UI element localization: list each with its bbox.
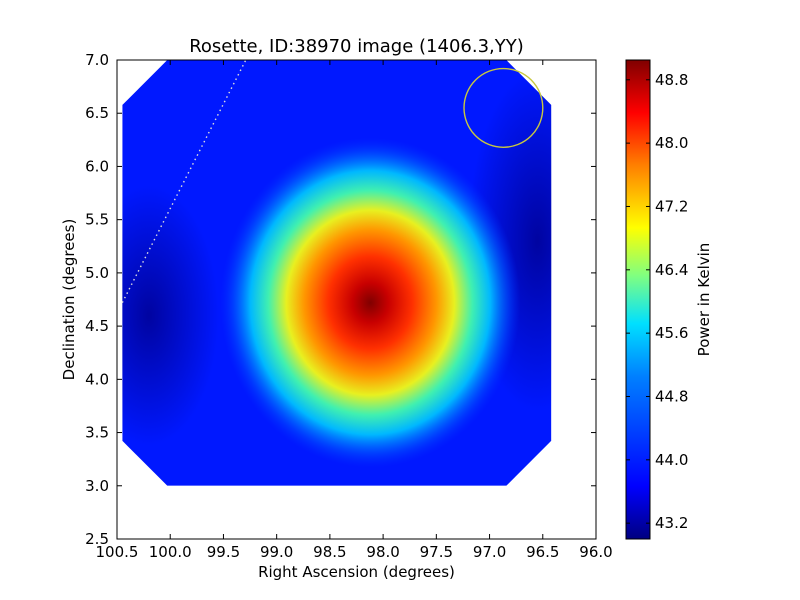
y-tick-label: 6.5 xyxy=(85,104,109,122)
colorbar-tick-label: 44.8 xyxy=(655,387,688,405)
y-tick-label: 6.0 xyxy=(85,157,109,175)
axes-frame xyxy=(116,59,597,540)
colorbar-tick-label: 46.4 xyxy=(655,261,688,279)
peak-emission xyxy=(220,137,521,468)
y-tick-label: 4.0 xyxy=(85,370,109,388)
x-tick-label: 100.0 xyxy=(149,543,192,561)
y-tick-label: 7.0 xyxy=(85,51,109,69)
heatmap-image xyxy=(122,60,552,486)
x-tick-label: 96.5 xyxy=(526,543,559,561)
y-tick-label: 4.5 xyxy=(85,317,109,335)
dotted-line xyxy=(121,59,247,304)
x-axis-label: Right Ascension (degrees) xyxy=(258,563,455,581)
y-tick-label: 5.0 xyxy=(85,264,109,282)
colorbar-tick-label: 44.0 xyxy=(655,451,688,469)
x-tick-label: 97.0 xyxy=(473,543,506,561)
x-tick-label: 98.5 xyxy=(313,543,346,561)
x-tick-label: 98.0 xyxy=(366,543,399,561)
y-tick-label: 5.5 xyxy=(85,211,109,229)
x-tick-label: 97.5 xyxy=(420,543,453,561)
circle-marker xyxy=(463,67,544,148)
x-tick-label: 99.0 xyxy=(260,543,293,561)
x-axis: 100.5 100.0 99.5 99.0 98.5 98.0 97.5 97.0 96.5 96… xyxy=(96,60,613,561)
x-tick-label: 99.5 xyxy=(207,543,240,561)
y-tick-label: 3.0 xyxy=(85,477,109,495)
chart-title: Rosette, ID:38970 image (1406.3,YY) xyxy=(189,36,524,57)
low-power-region xyxy=(122,185,219,446)
colorbar xyxy=(625,59,651,540)
y-axis-label: Declination (degrees) xyxy=(60,219,78,381)
x-tick-label: 96.0 xyxy=(579,543,612,561)
colorbar-tick-label: 45.6 xyxy=(655,324,688,342)
colorbar-tick-label: 48.0 xyxy=(655,134,688,152)
y-tick-label: 3.5 xyxy=(85,424,109,442)
y-tick-label: 2.5 xyxy=(85,530,109,548)
colorbar-tick-label: 47.2 xyxy=(655,197,688,215)
x-tick-label: 100.5 xyxy=(96,543,139,561)
colorbar-tick-label: 48.8 xyxy=(655,71,688,89)
colorbar-ticks: 43.2 44.0 44.8 45.6 46.4 47.2 48.0 48.8 xyxy=(626,71,688,532)
colorbar-label: Power in Kelvin xyxy=(695,243,713,357)
colorbar-tick-label: 43.2 xyxy=(655,514,688,532)
y-axis: 2.5 3.0 3.5 4.0 4.5 5.0 5.5 6.0 6.5 7.0 xyxy=(85,51,596,548)
